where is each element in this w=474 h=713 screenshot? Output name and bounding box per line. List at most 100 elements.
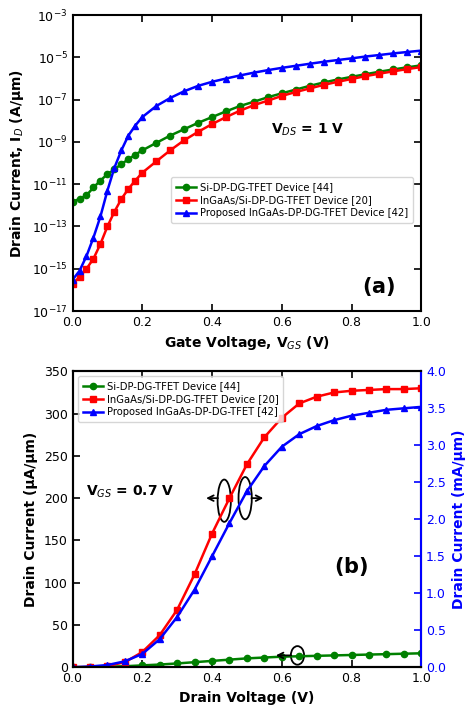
Proposed InGaAs-DP-DG-TFET Device [42] [181,87,187,96]
Si-DP-DG-TFET Device [44] [293,86,299,94]
InGaAs/Si-DP-DG-TFET Device [20] [181,136,187,145]
InGaAs/Si-DP-DG-TFET Device [20] [167,146,173,155]
Proposed InGaAs-DP-DG-TFET Device [42] [293,61,299,70]
Proposed InGaAs-DP-DG-TFET Device [42] [363,52,368,61]
InGaAs/Si-DP-DG-TFET Device [20] [91,255,96,263]
InGaAs/Si-DP-DG-TFET Device [20] [98,240,103,248]
InGaAs/Si-DP-DG-TFET Device [20] [70,279,75,288]
Proposed InGaAs-DP-DG-TFET [42] [122,657,128,666]
Si-DP-DG-TFET Device [44] [237,102,243,111]
Proposed InGaAs-DP-DG-TFET Device [42] [105,186,110,195]
InGaAs/Si-DP-DG-TFET Device [20] [391,67,396,76]
InGaAs/Si-DP-DG-TFET Device [20] [265,96,271,105]
InGaAs/Si-DP-DG-TFET Device [20] [139,647,145,656]
Legend: Si-DP-DG-TFET Device [44], InGaAs/Si-DP-DG-TFET Device [20], Proposed InGaAs-DP-: Si-DP-DG-TFET Device [44], InGaAs/Si-DP-… [78,376,283,422]
Proposed InGaAs-DP-DG-TFET [42] [314,422,319,431]
Si-DP-DG-TFET Device [44] [404,63,410,71]
Si-DP-DG-TFET Device [44] [98,176,103,185]
InGaAs/Si-DP-DG-TFET Device [20] [331,388,337,396]
Proposed InGaAs-DP-DG-TFET Device [42] [223,74,229,83]
Si-DP-DG-TFET Device [44] [122,662,128,670]
Si-DP-DG-TFET Device [44] [262,653,267,662]
Si-DP-DG-TFET Device [44] [265,93,271,101]
Proposed InGaAs-DP-DG-TFET Device [42] [321,58,327,66]
Text: $\bf{(b)}$: $\bf{(b)}$ [334,555,368,578]
Proposed InGaAs-DP-DG-TFET [42] [227,519,232,528]
InGaAs/Si-DP-DG-TFET Device [20] [251,101,257,109]
InGaAs/Si-DP-DG-TFET Device [20] [126,185,131,193]
Y-axis label: Drain Current (mA/μm): Drain Current (mA/μm) [452,429,465,609]
Si-DP-DG-TFET Device [44] [126,155,131,164]
InGaAs/Si-DP-DG-TFET Device [20] [192,570,198,578]
InGaAs/Si-DP-DG-TFET Device [20] [132,176,138,185]
InGaAs/Si-DP-DG-TFET Device [20] [105,222,110,231]
Proposed InGaAs-DP-DG-TFET Device [42] [376,51,382,59]
Si-DP-DG-TFET Device [44] [154,138,159,147]
Proposed InGaAs-DP-DG-TFET [42] [419,403,424,411]
InGaAs/Si-DP-DG-TFET Device [20] [227,494,232,503]
Si-DP-DG-TFET Device [44] [91,183,96,192]
Proposed InGaAs-DP-DG-TFET Device [42] [118,146,124,155]
Proposed InGaAs-DP-DG-TFET Device [42] [335,56,340,64]
Proposed InGaAs-DP-DG-TFET [42] [296,430,302,438]
InGaAs/Si-DP-DG-TFET Device [20] [157,631,163,640]
Proposed InGaAs-DP-DG-TFET [42] [209,552,215,560]
Si-DP-DG-TFET Device [44] [376,68,382,76]
Text: V$_{GS}$ = 0.7 V: V$_{GS}$ = 0.7 V [86,483,175,500]
Si-DP-DG-TFET Device [44] [139,661,145,670]
Proposed InGaAs-DP-DG-TFET Device [42] [419,46,424,55]
InGaAs/Si-DP-DG-TFET Device [20] [404,65,410,73]
Si-DP-DG-TFET Device [44] [111,165,117,174]
Proposed InGaAs-DP-DG-TFET [42] [105,661,110,670]
Proposed InGaAs-DP-DG-TFET [42] [401,404,407,413]
InGaAs/Si-DP-DG-TFET Device [20] [307,84,312,93]
InGaAs/Si-DP-DG-TFET Device [20] [349,386,355,395]
Si-DP-DG-TFET Device [44] [223,107,229,116]
Proposed InGaAs-DP-DG-TFET [42] [349,411,355,420]
InGaAs/Si-DP-DG-TFET Device [20] [209,120,215,128]
Proposed InGaAs-DP-DG-TFET Device [42] [195,81,201,90]
Line: Proposed InGaAs-DP-DG-TFET [42]: Proposed InGaAs-DP-DG-TFET [42] [69,404,425,671]
Proposed InGaAs-DP-DG-TFET Device [42] [237,71,243,80]
Si-DP-DG-TFET Device [44] [314,652,319,660]
Proposed InGaAs-DP-DG-TFET [42] [70,663,75,672]
Proposed InGaAs-DP-DG-TFET Device [42] [77,267,82,275]
Proposed InGaAs-DP-DG-TFET Device [42] [91,233,96,242]
Si-DP-DG-TFET Device [44] [331,651,337,660]
Text: V$_{DS}$ = 1 V: V$_{DS}$ = 1 V [271,121,345,138]
Legend: Si-DP-DG-TFET Device [44], InGaAs/Si-DP-DG-TFET Device [20], Proposed InGaAs-DP-: Si-DP-DG-TFET Device [44], InGaAs/Si-DP-… [171,178,413,223]
Proposed InGaAs-DP-DG-TFET [42] [244,487,250,496]
Proposed InGaAs-DP-DG-TFET Device [42] [70,275,75,284]
InGaAs/Si-DP-DG-TFET Device [20] [195,128,201,136]
Proposed InGaAs-DP-DG-TFET [42] [87,662,93,671]
Proposed InGaAs-DP-DG-TFET Device [42] [391,49,396,58]
Si-DP-DG-TFET Device [44] [349,73,355,81]
X-axis label: Gate Voltage, V$_{GS}$ (V): Gate Voltage, V$_{GS}$ (V) [164,334,330,352]
InGaAs/Si-DP-DG-TFET Device [20] [279,92,284,101]
Si-DP-DG-TFET Device [44] [391,65,396,73]
Si-DP-DG-TFET Device [44] [87,663,93,672]
Proposed InGaAs-DP-DG-TFET Device [42] [98,212,103,221]
Proposed InGaAs-DP-DG-TFET [42] [279,443,284,451]
InGaAs/Si-DP-DG-TFET Device [20] [70,663,75,672]
InGaAs/Si-DP-DG-TFET Device [20] [293,88,299,96]
Proposed InGaAs-DP-DG-TFET Device [42] [265,66,271,74]
Proposed InGaAs-DP-DG-TFET Device [42] [307,59,312,68]
Si-DP-DG-TFET Device [44] [77,195,82,203]
Si-DP-DG-TFET Device [44] [132,150,138,159]
Y-axis label: Drain Current (μA/μm): Drain Current (μA/μm) [24,431,38,607]
Line: Si-DP-DG-TFET Device [44]: Si-DP-DG-TFET Device [44] [69,62,424,205]
InGaAs/Si-DP-DG-TFET Device [20] [376,69,382,78]
InGaAs/Si-DP-DG-TFET Device [20] [105,662,110,670]
Proposed InGaAs-DP-DG-TFET [42] [139,650,145,658]
Proposed InGaAs-DP-DG-TFET [42] [331,416,337,424]
Si-DP-DG-TFET Device [44] [366,650,372,659]
Proposed InGaAs-DP-DG-TFET Device [42] [126,131,131,140]
Proposed InGaAs-DP-DG-TFET [42] [262,462,267,471]
Si-DP-DG-TFET Device [44] [307,81,312,90]
InGaAs/Si-DP-DG-TFET Device [20] [77,273,82,282]
Si-DP-DG-TFET Device [44] [383,650,389,658]
InGaAs/Si-DP-DG-TFET Device [20] [296,399,302,408]
InGaAs/Si-DP-DG-TFET Device [20] [383,385,389,394]
Proposed InGaAs-DP-DG-TFET Device [42] [279,63,284,72]
